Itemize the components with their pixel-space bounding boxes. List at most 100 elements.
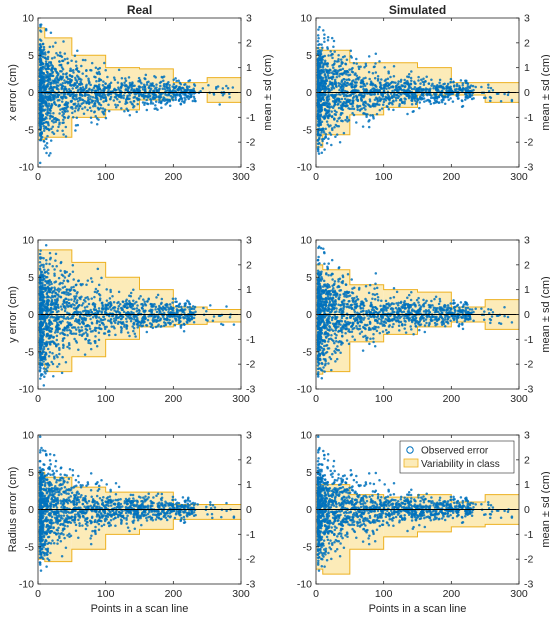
- observed-point: [53, 56, 56, 59]
- observed-point: [56, 73, 60, 76]
- observed-point: [323, 370, 326, 373]
- observed-point: [109, 290, 112, 294]
- observed-point: [112, 76, 116, 79]
- observed-point: [343, 83, 346, 86]
- observed-point: [323, 73, 327, 76]
- observed-point: [70, 298, 73, 301]
- y-tick-label: 0: [28, 87, 34, 99]
- observed-point: [409, 82, 413, 86]
- observed-point: [409, 76, 413, 80]
- observed-point: [94, 326, 97, 330]
- observed-point: [171, 320, 174, 323]
- observed-point: [154, 104, 157, 107]
- observed-point: [38, 99, 42, 103]
- observed-point: [127, 76, 131, 79]
- observed-point: [75, 116, 79, 119]
- observed-point: [85, 83, 88, 87]
- observed-point: [87, 96, 90, 99]
- observed-point: [441, 87, 444, 90]
- observed-point: [85, 283, 88, 287]
- observed-point: [160, 106, 163, 109]
- observed-point: [374, 52, 378, 55]
- observed-point: [136, 97, 139, 100]
- observed-point: [325, 71, 329, 74]
- observed-point: [335, 71, 339, 75]
- observed-point: [352, 61, 356, 65]
- observed-point: [133, 332, 137, 335]
- observed-point: [182, 316, 186, 320]
- observed-point: [412, 87, 416, 91]
- observed-point: [91, 329, 94, 333]
- observed-point: [228, 92, 231, 96]
- observed-point: [59, 269, 62, 273]
- observed-point: [322, 93, 325, 96]
- observed-point: [108, 92, 111, 96]
- observed-point: [438, 78, 442, 82]
- observed-point: [120, 107, 123, 110]
- observed-point: [333, 117, 336, 120]
- y-right-tick-label: -2: [246, 359, 255, 371]
- observed-point: [57, 276, 61, 280]
- observed-point: [44, 126, 48, 129]
- observed-point: [438, 93, 442, 96]
- observed-point: [163, 87, 167, 91]
- observed-point: [394, 96, 398, 100]
- observed-point: [72, 278, 75, 281]
- observed-point: [51, 45, 55, 48]
- observed-point: [98, 299, 102, 302]
- observed-point: [422, 97, 426, 100]
- observed-point: [145, 108, 149, 112]
- observed-point: [114, 321, 117, 324]
- x-tick-label: 200: [165, 393, 183, 405]
- observed-point: [72, 285, 75, 289]
- observed-point: [443, 102, 447, 105]
- observed-point: [169, 307, 172, 310]
- observed-point: [327, 110, 330, 114]
- observed-point: [39, 25, 42, 28]
- observed-point: [38, 356, 42, 359]
- observed-point: [173, 317, 177, 320]
- observed-point: [50, 286, 54, 290]
- observed-point: [38, 343, 42, 347]
- observed-point: [461, 104, 465, 108]
- observed-point: [217, 314, 221, 318]
- observed-point: [440, 98, 443, 102]
- x-tick-label: 300: [232, 171, 250, 183]
- observed-point: [386, 105, 389, 109]
- observed-point: [190, 307, 193, 311]
- observed-point: [90, 99, 94, 102]
- observed-point: [401, 84, 404, 87]
- observed-point: [407, 84, 411, 88]
- observed-point: [121, 314, 124, 318]
- observed-point: [192, 89, 195, 93]
- observed-point: [48, 96, 51, 100]
- observed-point: [39, 377, 42, 380]
- observed-point: [181, 100, 184, 103]
- observed-point: [137, 308, 141, 312]
- observed-point: [188, 302, 192, 306]
- observed-point: [116, 81, 120, 84]
- observed-point: [55, 354, 58, 357]
- observed-point: [50, 57, 54, 60]
- observed-point: [351, 104, 354, 108]
- y-tick-label: -10: [19, 384, 34, 396]
- observed-point: [193, 97, 196, 101]
- observed-point: [102, 332, 106, 335]
- observed-point: [446, 86, 450, 90]
- y-tick-label: -10: [297, 162, 312, 174]
- observed-point: [83, 306, 87, 309]
- observed-point: [316, 52, 320, 55]
- observed-error-points: [316, 25, 514, 155]
- observed-point: [45, 302, 49, 305]
- observed-point: [73, 319, 77, 323]
- observed-point: [164, 103, 167, 106]
- observed-point: [69, 292, 72, 296]
- observed-point: [123, 81, 126, 84]
- observed-point: [49, 309, 52, 313]
- observed-point: [84, 58, 87, 62]
- observed-point: [51, 71, 54, 75]
- observed-point: [319, 52, 323, 56]
- observed-point: [221, 323, 225, 327]
- observed-point: [81, 319, 85, 323]
- observed-point: [332, 104, 336, 108]
